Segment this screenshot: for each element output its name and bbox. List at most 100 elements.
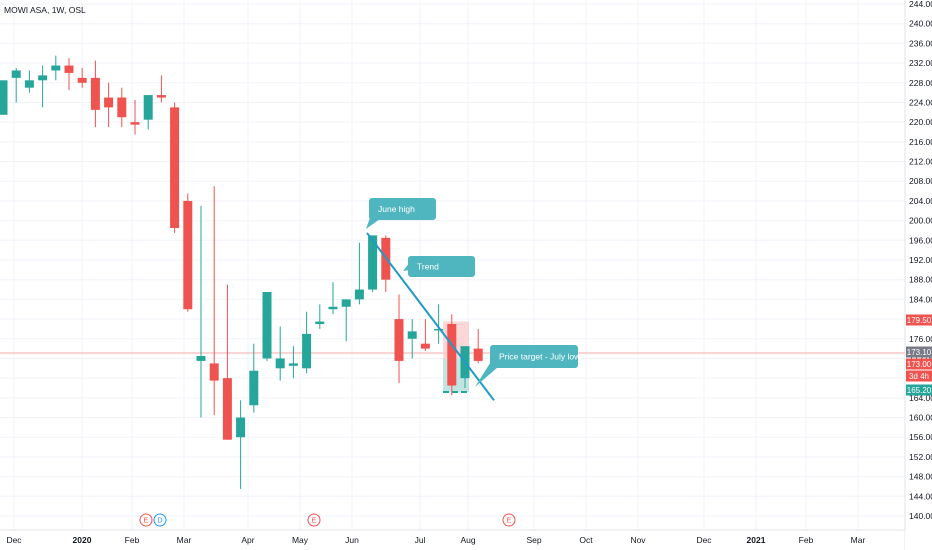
candle: [64, 58, 74, 91]
price-tick-label: 140.00: [909, 511, 932, 521]
candle: [407, 319, 417, 359]
price-tag-label: 165.20: [907, 386, 932, 395]
price-tick-label: 228.00: [909, 78, 932, 88]
candle: [143, 95, 153, 130]
time-tick-label: Sep: [526, 535, 541, 545]
price-tick-label: 240.00: [909, 19, 932, 29]
price-tick-label: 192.00: [909, 255, 932, 265]
time-tick-label: Mar: [851, 535, 866, 545]
price-tag-label: 173.10: [907, 348, 932, 357]
price-tag-label: 3d 4h: [909, 372, 929, 381]
candle: [156, 75, 166, 103]
candle: [473, 328, 483, 364]
price-tick-label: 220.00: [909, 117, 932, 127]
price-tick-label: 236.00: [909, 38, 932, 48]
candle: [368, 235, 378, 292]
event-marker[interactable]: D: [153, 513, 167, 527]
price-axis[interactable]: 140.00 144.00 148.00 152.00 156.00 160.00 164.…: [906, 0, 932, 521]
time-tick-label: Oct: [579, 535, 593, 545]
event-label: E: [312, 518, 317, 525]
price-tick-label: 212.00: [909, 157, 932, 167]
candle: [104, 82, 114, 128]
annotation-june-high[interactable]: June high: [366, 198, 436, 229]
candle: [90, 60, 100, 128]
price-tick-label: 196.00: [909, 235, 932, 245]
price-tag: 3d 4h: [906, 370, 932, 382]
candle: [434, 304, 444, 344]
candle: [51, 55, 61, 81]
candle: [196, 205, 206, 418]
candle: [328, 282, 338, 315]
candle: [209, 186, 219, 416]
price-tick-label: 152.00: [909, 452, 932, 462]
candle: [447, 314, 457, 396]
price-tag: 179.50: [906, 314, 932, 326]
annotation-price-target-label: Price target - July low.: [499, 352, 582, 362]
candle: [183, 193, 193, 312]
time-tick-label: Feb: [799, 535, 814, 545]
candle: [341, 299, 351, 342]
time-tick-label: 2021: [747, 535, 766, 545]
candle: [302, 311, 312, 374]
time-tick-label: Nov: [630, 535, 646, 545]
time-axis[interactable]: Dec 2020 Feb Mar Apr May Jun Jul Aug Sep Oct Nov Dec…: [6, 535, 865, 545]
annotation-june-high-label: June high: [378, 204, 415, 214]
event-label: E: [507, 518, 512, 525]
candle: [262, 292, 272, 361]
price-tick-label: 172.00: [909, 353, 932, 363]
time-tick-label: Mar: [177, 535, 192, 545]
event-marker[interactable]: E: [307, 513, 321, 527]
candle: [315, 304, 325, 329]
price-tick-label: 144.00: [909, 491, 932, 501]
price-tick-label: 208.00: [909, 176, 932, 186]
price-tick-label: 224.00: [909, 97, 932, 107]
price-tick-label: 176.00: [909, 334, 932, 344]
event-label: D: [157, 518, 162, 525]
time-tick-label: 2020: [73, 535, 92, 545]
price-tag-label: 173.00: [907, 360, 932, 369]
price-tick-label: 184.00: [909, 294, 932, 304]
annotation-trend-label: Trend: [417, 262, 439, 272]
time-tick-label: Jul: [415, 535, 426, 545]
price-tick-label: 188.00: [909, 275, 932, 285]
candle: [130, 100, 140, 135]
candle: [236, 400, 246, 489]
price-tick-label: 200.00: [909, 216, 932, 226]
price-tick-label: 148.00: [909, 472, 932, 482]
event-marker[interactable]: E: [502, 513, 516, 527]
candle: [77, 68, 87, 88]
time-tick-label: Dec: [696, 535, 712, 545]
annotation-trend[interactable]: Trend: [403, 256, 475, 277]
candle: [117, 87, 127, 128]
candle: [11, 68, 21, 103]
candle: [222, 284, 232, 440]
candle: [38, 65, 48, 108]
event-marker[interactable]: E: [139, 513, 153, 527]
time-tick-label: Jun: [345, 535, 359, 545]
candle: [249, 343, 259, 413]
time-tick-label: May: [292, 535, 309, 545]
trend-line[interactable]: [366, 232, 495, 401]
price-tick-label: 216.00: [909, 137, 932, 147]
price-tag-label: 179.50: [907, 316, 932, 325]
time-tick-label: Dec: [6, 535, 22, 545]
candle: [275, 326, 285, 381]
time-tick-label: Feb: [125, 535, 140, 545]
candle: [288, 346, 298, 379]
price-tick-label: 160.00: [909, 413, 932, 423]
candle: [420, 319, 430, 352]
candle: [170, 102, 180, 233]
annotation-price-target[interactable]: Price target - July low.: [475, 345, 582, 387]
price-tick-label: 156.00: [909, 432, 932, 442]
annotations[interactable]: June high Trend Price target - July low.: [366, 198, 582, 387]
price-tag: 165.20: [906, 384, 932, 396]
candle: [354, 242, 364, 305]
candle: [24, 70, 34, 93]
price-tag: 173.00: [906, 358, 932, 370]
price-tag: 173.10: [906, 346, 932, 358]
event-label: E: [144, 518, 149, 525]
price-tick-label: 204.00: [909, 196, 932, 206]
candle: [0, 80, 8, 115]
